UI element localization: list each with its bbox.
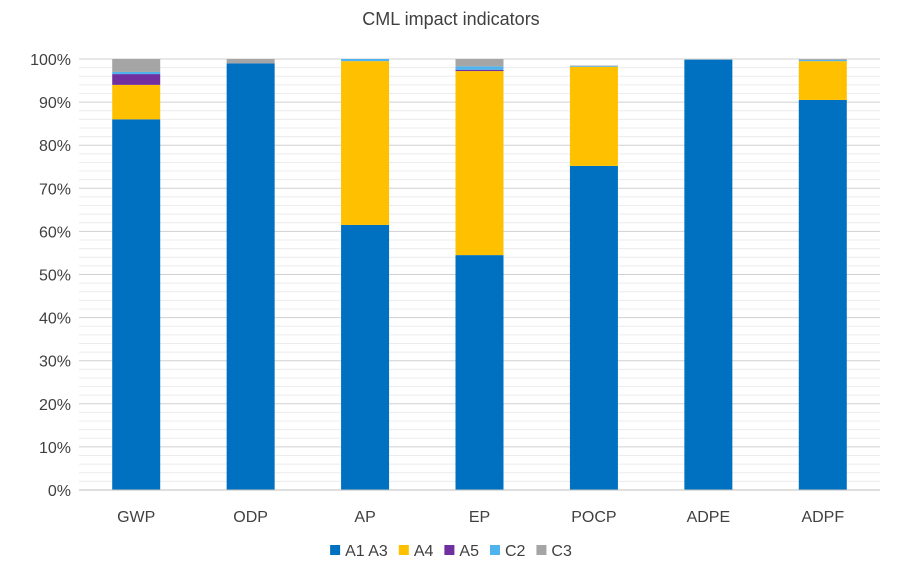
y-axis-tick-labels: 0% 10% 20% 30% 40% 50% 60% 70% 80% 90% 100% xyxy=(30,52,71,500)
y-tick-label: 40% xyxy=(39,311,71,328)
bar-segment xyxy=(798,59,847,62)
x-category-label: ADPF xyxy=(801,509,844,526)
y-tick-label: 20% xyxy=(39,397,71,414)
y-tick-label: 0% xyxy=(48,483,71,500)
x-axis-category-labels: GWP ODP AP EP POCP ADPE ADPF xyxy=(117,509,844,526)
bar-segment xyxy=(455,255,504,490)
legend-label: A4 xyxy=(414,543,434,560)
bar-segment xyxy=(341,59,390,62)
y-tick-label: 90% xyxy=(39,95,71,112)
y-tick-label: 60% xyxy=(39,224,71,241)
bar-segment xyxy=(341,224,390,490)
x-category-label: GWP xyxy=(117,509,155,526)
y-tick-label: 10% xyxy=(39,440,71,457)
x-category-label: AP xyxy=(354,509,375,526)
bar-segment xyxy=(226,63,275,491)
y-tick-label: 30% xyxy=(39,354,71,371)
legend-label: C2 xyxy=(505,543,526,560)
bar-segment xyxy=(569,66,618,166)
bar-segment xyxy=(112,119,161,490)
bar-segment xyxy=(112,71,161,75)
chart-title: CML impact indicators xyxy=(362,9,539,29)
bar-segment xyxy=(798,99,847,490)
bar-segment xyxy=(798,59,847,60)
legend-swatch xyxy=(330,545,341,555)
bar-segment xyxy=(455,59,504,67)
bar-segment xyxy=(798,61,847,100)
x-category-label: EP xyxy=(469,509,490,526)
legend-label: C3 xyxy=(551,543,572,560)
legend: A1 A3 A4 A5 C2 C3 xyxy=(330,543,572,560)
y-tick-label: 50% xyxy=(39,268,71,285)
bar-segment xyxy=(569,165,618,490)
legend-swatch xyxy=(398,545,409,555)
bar-segment xyxy=(455,69,504,72)
bar-segment xyxy=(112,74,161,85)
y-tick-label: 70% xyxy=(39,181,71,198)
bar-segment xyxy=(569,65,618,67)
bar-segment xyxy=(112,59,161,72)
legend-label: A1 A3 xyxy=(345,543,388,560)
x-category-label: ADPE xyxy=(687,509,731,526)
legend-swatch xyxy=(536,545,547,555)
bar-segment xyxy=(112,84,161,120)
legend-label: A5 xyxy=(459,543,479,560)
legend-swatch xyxy=(444,545,455,555)
bar-segment xyxy=(455,71,504,256)
x-category-label: ODP xyxy=(233,509,268,526)
bar-segment xyxy=(684,59,733,490)
y-tick-label: 80% xyxy=(39,138,71,155)
y-tick-label: 100% xyxy=(30,52,71,69)
bar-segment xyxy=(226,59,275,64)
legend-swatch xyxy=(489,545,500,555)
bar-segment xyxy=(455,66,504,70)
bar-segment xyxy=(341,61,390,225)
bars xyxy=(112,59,847,491)
x-category-label: POCP xyxy=(571,509,616,526)
